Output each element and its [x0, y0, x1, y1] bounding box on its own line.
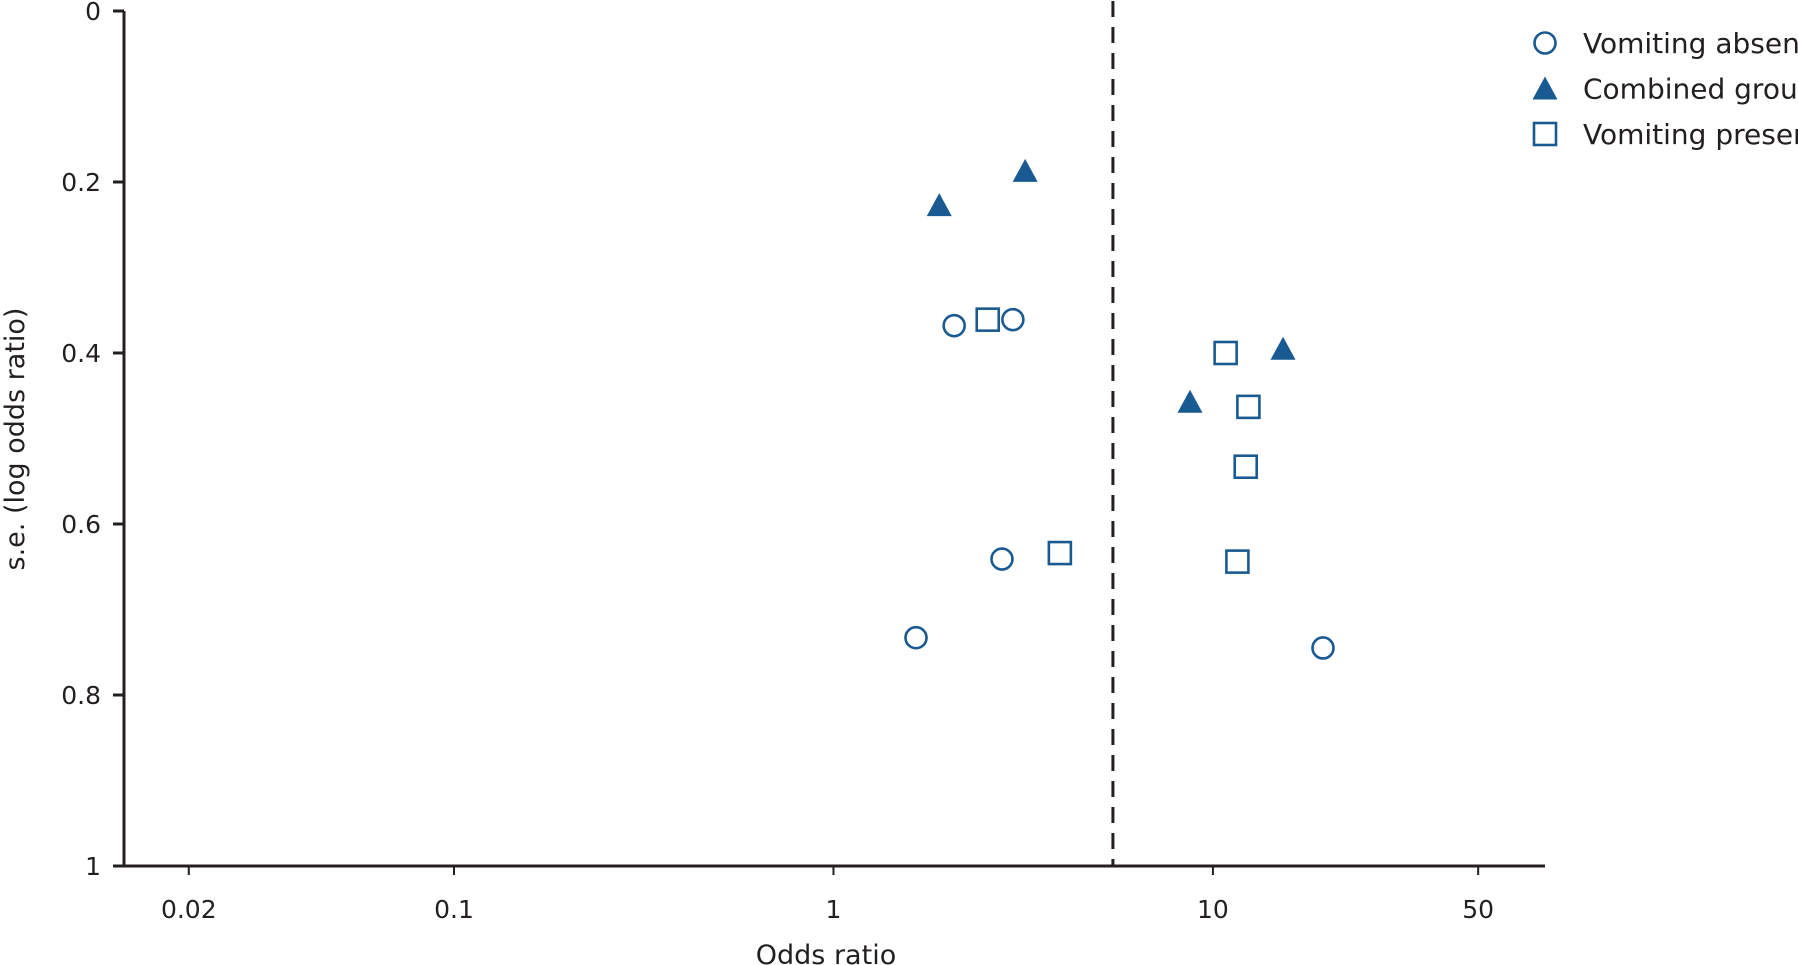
y-axis-title: s.e. (log odds ratio): [0, 308, 31, 571]
vomiting-present-point: [1236, 394, 1261, 420]
x-ticks: 0.02 0.1 1 10 50: [161, 866, 1494, 924]
vomiting-present-point: [1047, 540, 1073, 566]
vomiting-present-point: [1225, 549, 1250, 574]
axes: [122, 11, 1545, 868]
data-points: [904, 158, 1335, 660]
vomiting-present-legend-icon: [1532, 121, 1558, 147]
x-tick-label: 0.1: [434, 895, 474, 924]
combined-group-point: [1012, 158, 1038, 182]
y-tick-label: 1: [85, 852, 101, 881]
y-tick-label: 0.6: [61, 510, 101, 539]
vomiting-absent-point: [942, 313, 966, 338]
vomiting-absent-point: [1311, 636, 1335, 660]
y-tick-label: 0.4: [61, 339, 101, 368]
vomiting-present-point: [975, 307, 1001, 332]
vomiting-absent-legend-icon: [1533, 31, 1557, 55]
x-axis-title: Odds ratio: [756, 940, 896, 965]
y-tick-label: 0.8: [61, 681, 101, 710]
combined-group-point: [926, 193, 952, 217]
legend-label: Vomiting absent: [1583, 27, 1798, 60]
x-tick-label: 10: [1197, 895, 1229, 924]
x-tick-label: 1: [826, 895, 842, 924]
y-ticks: 0 0.2 0.4 0.6 0.8 1: [61, 0, 124, 881]
combined-group-point: [1177, 389, 1203, 413]
combined-group-legend-icon: [1532, 76, 1558, 100]
vomiting-present-point: [1213, 340, 1238, 366]
x-tick-label: 50: [1462, 895, 1494, 924]
vomiting-absent-point: [904, 625, 928, 650]
y-tick-label: 0: [85, 0, 101, 26]
legend: Vomiting absent Combined group Vomiting pr…: [1532, 27, 1798, 151]
legend-label: Vomiting present: [1583, 118, 1798, 151]
x-tick-label: 0.02: [161, 895, 217, 924]
vomiting-present-point: [1233, 454, 1259, 480]
vomiting-absent-point: [990, 547, 1014, 571]
vomiting-absent-point: [1001, 307, 1025, 332]
combined-group-point: [1270, 336, 1296, 360]
legend-label: Combined group: [1583, 73, 1798, 106]
y-tick-label: 0.2: [61, 168, 101, 197]
